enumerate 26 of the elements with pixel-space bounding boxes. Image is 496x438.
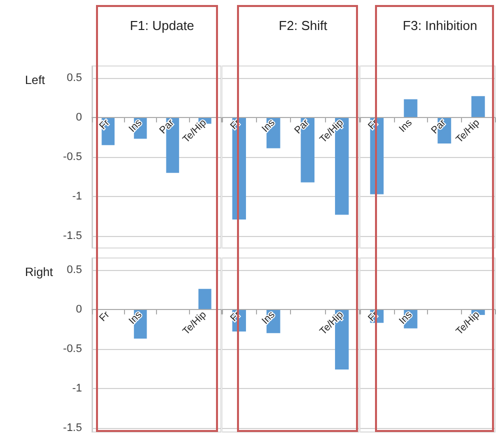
- y-tick-label: 0.5: [66, 72, 82, 84]
- y-tick-label: 0: [76, 303, 82, 316]
- x-tick-label: Ins: [127, 118, 144, 135]
- y-tick-label: -0.5: [63, 151, 82, 163]
- y-tick-label: -1: [72, 382, 82, 394]
- y-axis-title: Right: [25, 264, 54, 279]
- x-tick-label: Par: [158, 117, 177, 136]
- x-tick-label: Fr: [98, 309, 112, 324]
- y-tick-label: 0.5: [66, 264, 82, 276]
- x-tick-label: Par: [292, 117, 312, 136]
- x-tick-label: Ins: [260, 118, 278, 135]
- y-axis-title: Left: [25, 72, 46, 87]
- y-tick-label: -1: [72, 190, 82, 203]
- chart-title: F2: Shift: [278, 18, 328, 33]
- y-tick-label: -1.5: [63, 422, 82, 434]
- chart-title: F1: Update: [130, 18, 194, 33]
- x-tick-label: Par: [429, 117, 449, 136]
- x-tick-label: Ins: [397, 310, 415, 327]
- chart-title: F3: Inhibition: [402, 18, 478, 33]
- y-tick-label: 0: [76, 111, 82, 124]
- x-tick-label: Ins: [260, 310, 278, 327]
- x-tick-label: Ins: [397, 118, 415, 135]
- x-tick-label: Ins: [127, 310, 144, 327]
- y-tick-label: -0.5: [63, 342, 82, 355]
- x-tick-label: Fr: [98, 117, 112, 132]
- y-tick-label: -1.5: [63, 230, 82, 242]
